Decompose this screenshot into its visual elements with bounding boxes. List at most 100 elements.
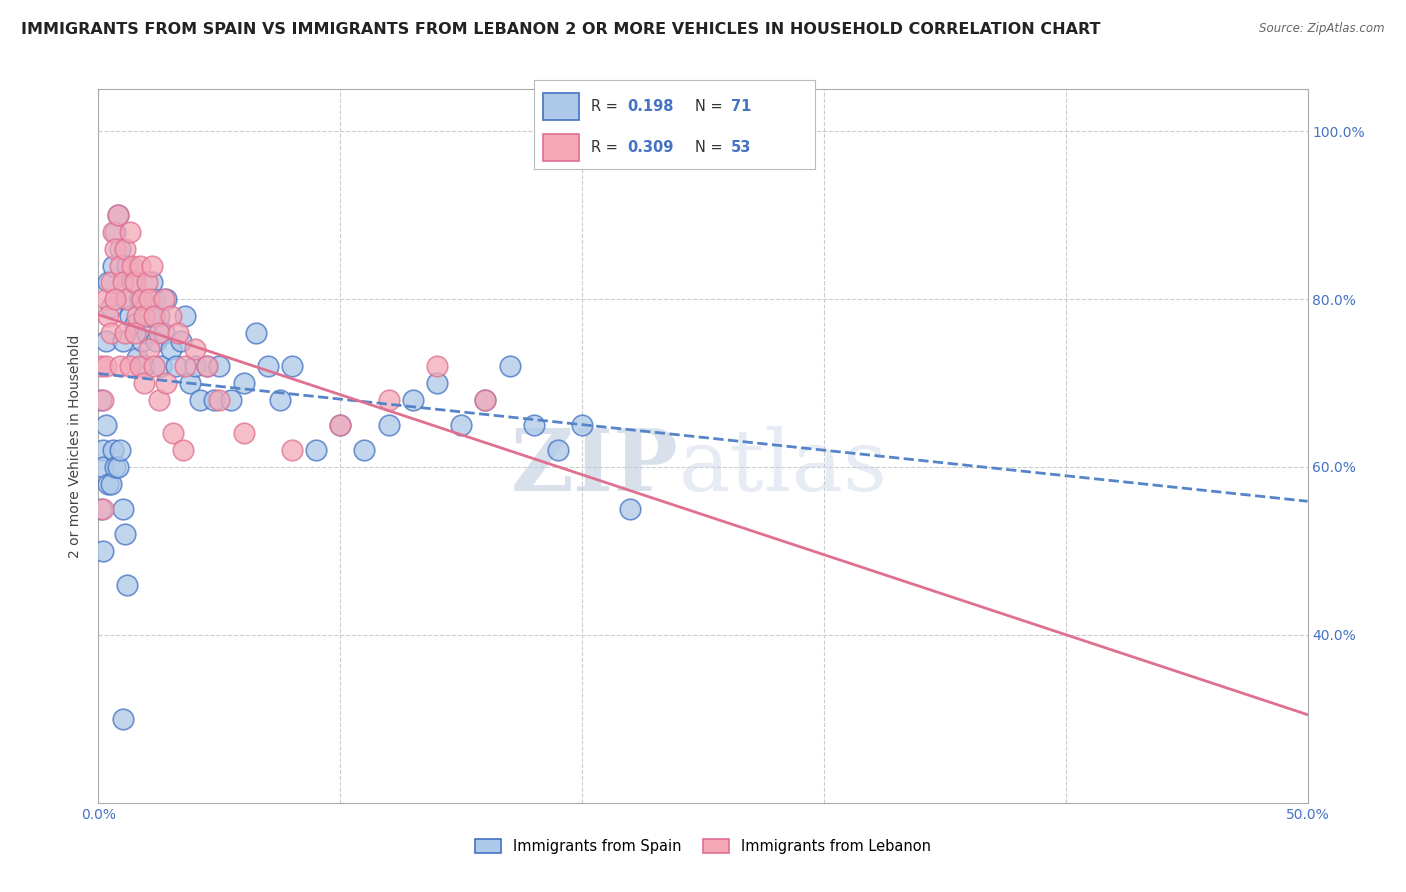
Legend: Immigrants from Spain, Immigrants from Lebanon: Immigrants from Spain, Immigrants from L… bbox=[470, 832, 936, 860]
Point bbox=[155, 292, 177, 306]
Point bbox=[108, 259, 131, 273]
Point bbox=[305, 443, 328, 458]
Point bbox=[101, 259, 124, 273]
Point bbox=[160, 343, 183, 357]
Point bbox=[124, 318, 146, 332]
Point bbox=[134, 359, 156, 374]
Point bbox=[90, 359, 112, 374]
Point bbox=[107, 208, 129, 222]
Point bbox=[145, 334, 167, 348]
Text: 53: 53 bbox=[731, 140, 751, 154]
Point bbox=[104, 242, 127, 256]
Point bbox=[619, 502, 641, 516]
Point bbox=[104, 292, 127, 306]
Point bbox=[107, 460, 129, 475]
Point bbox=[160, 309, 183, 323]
Point bbox=[143, 359, 166, 374]
Point bbox=[208, 392, 231, 407]
Point bbox=[204, 392, 226, 407]
Point bbox=[108, 359, 131, 374]
Point bbox=[329, 417, 352, 432]
Point bbox=[232, 376, 254, 390]
Point bbox=[114, 242, 136, 256]
Point bbox=[141, 275, 163, 289]
Point bbox=[148, 326, 170, 340]
Point bbox=[131, 292, 153, 306]
Point bbox=[256, 359, 278, 374]
Point bbox=[221, 392, 243, 407]
Text: Source: ZipAtlas.com: Source: ZipAtlas.com bbox=[1260, 22, 1385, 36]
Point bbox=[91, 460, 114, 475]
Point bbox=[91, 443, 114, 458]
Text: ZIP: ZIP bbox=[510, 425, 679, 509]
Point bbox=[111, 502, 134, 516]
Point bbox=[329, 417, 352, 432]
Point bbox=[118, 359, 141, 374]
Point bbox=[128, 259, 150, 273]
Point bbox=[91, 502, 114, 516]
Text: 0.198: 0.198 bbox=[627, 99, 673, 113]
Point bbox=[100, 476, 122, 491]
Point bbox=[114, 326, 136, 340]
Point bbox=[138, 292, 160, 306]
Point bbox=[100, 275, 122, 289]
Point bbox=[402, 392, 425, 407]
Point bbox=[353, 443, 375, 458]
Point bbox=[195, 359, 218, 374]
Text: atlas: atlas bbox=[679, 425, 889, 509]
Text: 71: 71 bbox=[731, 99, 751, 113]
Point bbox=[245, 326, 267, 340]
Point bbox=[281, 443, 304, 458]
Y-axis label: 2 or more Vehicles in Household: 2 or more Vehicles in Household bbox=[69, 334, 83, 558]
Point bbox=[172, 443, 194, 458]
Point bbox=[195, 359, 218, 374]
Point bbox=[124, 326, 146, 340]
Point bbox=[97, 309, 120, 323]
Point bbox=[91, 544, 114, 558]
Point bbox=[148, 309, 170, 323]
Point bbox=[232, 426, 254, 441]
Point bbox=[134, 309, 156, 323]
Point bbox=[111, 275, 134, 289]
Point bbox=[124, 275, 146, 289]
Text: R =: R = bbox=[591, 140, 621, 154]
Point bbox=[474, 392, 496, 407]
Point bbox=[131, 334, 153, 348]
Point bbox=[179, 376, 201, 390]
Point bbox=[152, 292, 174, 306]
Point bbox=[104, 460, 127, 475]
Point bbox=[94, 359, 117, 374]
Point bbox=[498, 359, 520, 374]
Text: R =: R = bbox=[591, 99, 621, 113]
Point bbox=[269, 392, 291, 407]
Point bbox=[117, 259, 139, 273]
Point bbox=[188, 392, 211, 407]
Point bbox=[148, 392, 170, 407]
Point bbox=[111, 712, 134, 726]
Bar bbox=[543, 134, 579, 161]
Point bbox=[90, 392, 112, 407]
Point bbox=[167, 326, 190, 340]
Point bbox=[135, 275, 157, 289]
Text: N =: N = bbox=[695, 99, 727, 113]
Point bbox=[571, 417, 593, 432]
Bar bbox=[543, 93, 579, 120]
Point bbox=[101, 225, 124, 239]
Point bbox=[107, 208, 129, 222]
Point bbox=[97, 275, 120, 289]
Point bbox=[377, 392, 399, 407]
Point bbox=[100, 326, 122, 340]
Point bbox=[101, 443, 124, 458]
Point bbox=[91, 392, 114, 407]
Point bbox=[155, 376, 177, 390]
Point bbox=[165, 359, 187, 374]
Point bbox=[143, 292, 166, 306]
Point bbox=[111, 334, 134, 348]
Point bbox=[117, 577, 139, 591]
Point bbox=[118, 309, 141, 323]
Point bbox=[118, 225, 141, 239]
Point bbox=[547, 443, 569, 458]
Text: 0.309: 0.309 bbox=[627, 140, 673, 154]
Point bbox=[138, 309, 160, 323]
Point bbox=[97, 476, 120, 491]
